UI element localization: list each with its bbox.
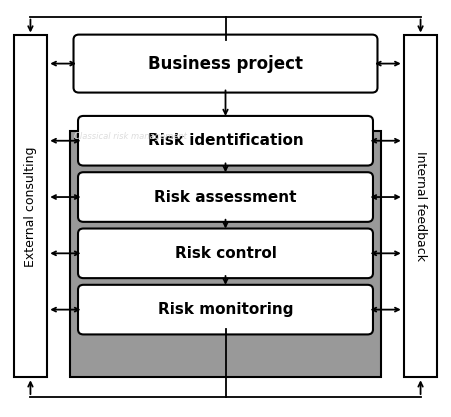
Text: Risk identification: Risk identification [147, 133, 304, 148]
Text: Classical risk management: Classical risk management [74, 132, 187, 141]
Bar [404, 35, 437, 377]
FancyBboxPatch shape [78, 172, 373, 222]
Bar [70, 131, 381, 377]
Text: Internal feedback: Internal feedback [414, 151, 427, 261]
Text: Business project: Business project [148, 55, 303, 73]
FancyBboxPatch shape [78, 229, 373, 278]
FancyBboxPatch shape [78, 116, 373, 166]
FancyBboxPatch shape [78, 285, 373, 334]
Bar [14, 35, 47, 377]
Text: External consulting: External consulting [24, 146, 37, 266]
Text: Risk assessment: Risk assessment [154, 190, 297, 204]
Text: Risk monitoring: Risk monitoring [158, 302, 293, 317]
FancyBboxPatch shape [74, 35, 377, 93]
Text: Risk control: Risk control [175, 246, 276, 261]
